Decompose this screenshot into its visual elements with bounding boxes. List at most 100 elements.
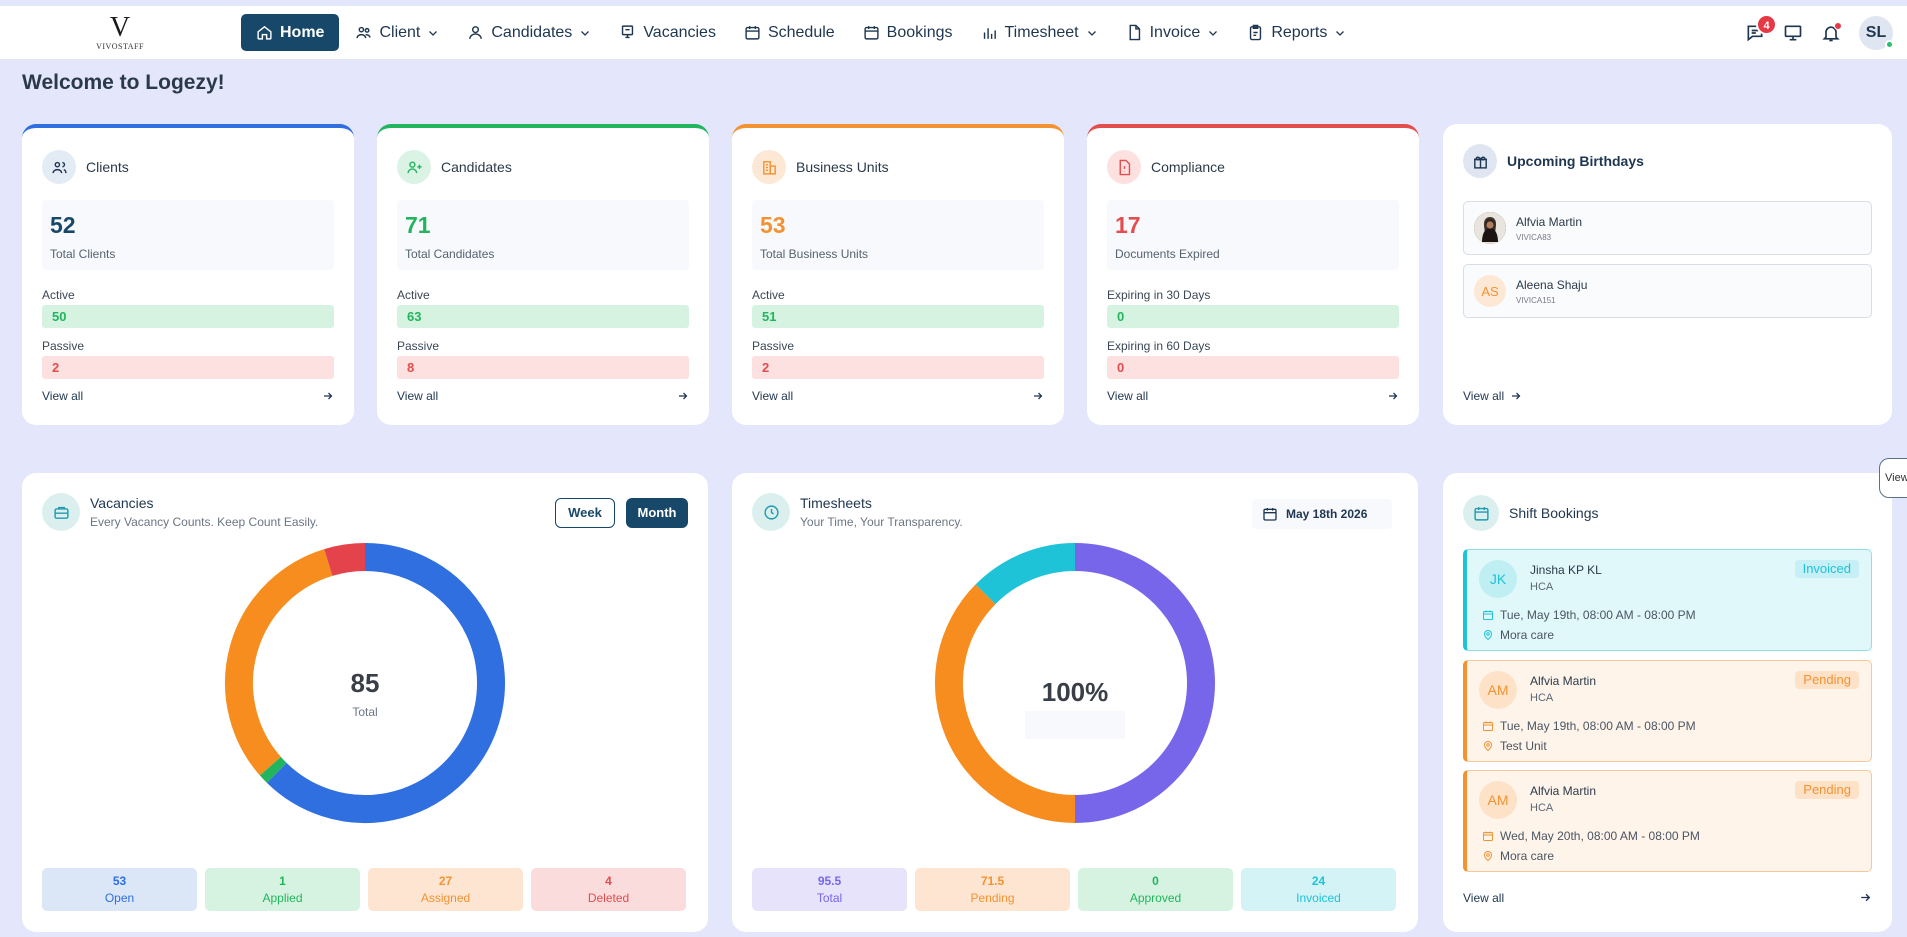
shift-datetime: Wed, May 20th, 08:00 AM - 08:00 PM (1482, 829, 1700, 843)
nav-client[interactable]: Client (343, 14, 451, 51)
user-avatar[interactable]: SL (1859, 16, 1894, 50)
header-actions: 4 SL (1745, 14, 1907, 50)
brand-logo[interactable]: V VIVOSTAFF (92, 14, 148, 54)
shift-location: Mora care (1482, 849, 1554, 863)
avatar-initials: SL (1865, 24, 1887, 41)
candidates-total-value: 71 (405, 212, 431, 238)
nav-candidates[interactable]: Candidates (455, 14, 603, 51)
month-toggle[interactable]: Month (626, 498, 688, 528)
donut-slice-total[interactable] (1074, 543, 1215, 823)
shift-icon-circle (1463, 495, 1499, 531)
chevron-down-icon (581, 30, 590, 36)
shift-item[interactable]: JK Jinsha KP KL HCA Invoiced Tue, May 19… (1463, 549, 1872, 651)
candidates-view-all[interactable]: View all (397, 389, 689, 403)
pill-deleted[interactable]: 4 Deleted (531, 868, 686, 911)
nav-timesheet[interactable]: Timesheet (969, 14, 1110, 51)
units-view-all[interactable]: View all (752, 389, 1044, 403)
timesheets-center-placeholder (1025, 711, 1125, 739)
donut-slice-assigned[interactable] (225, 549, 333, 776)
candidates-total-box: 71 Total Candidates (397, 200, 689, 270)
arrow-right-icon (1389, 392, 1398, 400)
nav-candidates-label: Candidates (491, 23, 573, 41)
pill-open-value: 53 (112, 874, 127, 888)
timesheets-title: Timesheets (800, 495, 872, 511)
clients-active-label: Active (42, 288, 75, 302)
pill-approved[interactable]: 0 Approved (1078, 868, 1233, 911)
nav-invoice[interactable]: Invoice (1114, 14, 1232, 51)
location-pin-icon (1483, 741, 1493, 752)
pill-invoiced-value: 24 (1311, 874, 1326, 888)
shift-view-all[interactable]: View all (1463, 891, 1872, 905)
donut-slice-deleted[interactable] (324, 543, 366, 576)
birthdays-view-all-label: View all (1463, 389, 1505, 403)
nav-home[interactable]: Home (241, 14, 340, 51)
clients-passive-label: Passive (42, 339, 85, 353)
calendar-icon (1473, 506, 1489, 521)
shift-status-badge: Pending (1795, 671, 1859, 689)
nav-bookings[interactable]: Bookings (851, 14, 965, 51)
clients-view-all[interactable]: View all (42, 389, 334, 403)
nav-home-label: Home (280, 23, 325, 41)
chevron-down-icon (1209, 30, 1218, 36)
pill-open[interactable]: 53 Open (42, 868, 197, 911)
birthday-item[interactable]: AS Aleena Shaju VIVICA151 (1463, 264, 1872, 318)
pill-total-label: Total (816, 891, 843, 905)
pill-total[interactable]: 95.5 Total (752, 868, 907, 911)
compliance-30-label: Expiring in 30 Days (1107, 288, 1211, 302)
donut-slice-applied[interactable] (259, 756, 287, 783)
timesheets-date-picker[interactable]: May 18th 2026 (1252, 499, 1392, 529)
main-nav: Home Client Candidates Vacancies Schedul… (241, 14, 1358, 51)
shift-datetime: Tue, May 19th, 08:00 AM - 08:00 PM (1482, 608, 1696, 622)
birthday-name: Aleena Shaju (1516, 277, 1588, 292)
pill-pending[interactable]: 71.5 Pending (915, 868, 1070, 911)
birthdays-view-all[interactable]: View all (1463, 389, 1522, 403)
clock-icon (763, 504, 779, 520)
clients-total-label: Total Clients (50, 247, 116, 261)
user-plus-icon (406, 160, 422, 173)
shift-datetime-text: Wed, May 20th, 08:00 AM - 08:00 PM (1500, 829, 1700, 843)
compliance-view-all[interactable]: View all (1107, 389, 1399, 403)
messages-button[interactable]: 4 (1745, 14, 1777, 43)
shift-name: Alfvia Martin (1530, 784, 1597, 798)
birthday-item[interactable]: Alfvia Martin VIVICA83 (1463, 201, 1872, 255)
shift-location: Test Unit (1482, 739, 1547, 753)
donut-slice-open[interactable] (266, 543, 505, 823)
shift-item[interactable]: AM Alfvia Martin HCA Pending Wed, May 20… (1463, 770, 1872, 872)
users-icon (356, 26, 372, 39)
shift-item[interactable]: AM Alfvia Martin HCA Pending Tue, May 19… (1463, 660, 1872, 762)
side-view-tab[interactable]: View (1879, 458, 1907, 498)
clients-view-all-label: View all (42, 389, 84, 403)
shift-datetime: Tue, May 19th, 08:00 AM - 08:00 PM (1482, 719, 1696, 733)
pill-assigned[interactable]: 27 Assigned (368, 868, 523, 911)
donut-slice-invoiced[interactable] (975, 543, 1076, 605)
pill-applied-value: 1 (279, 874, 286, 888)
chevron-down-icon (1087, 30, 1096, 36)
shift-role: HCA (1530, 802, 1554, 814)
clipboard-icon (1250, 24, 1262, 41)
shift-name: Alfvia Martin (1530, 674, 1597, 688)
pill-pending-value: 71.5 (980, 874, 1005, 888)
pill-invoiced[interactable]: 24 Invoiced (1241, 868, 1396, 911)
notifications-button[interactable] (1821, 22, 1842, 43)
nav-vacancies[interactable]: Vacancies (607, 14, 728, 51)
timesheets-donut-chart: 100% (935, 543, 1215, 823)
user-icon (469, 26, 483, 39)
nav-schedule[interactable]: Schedule (732, 14, 847, 51)
units-total-value: 53 (760, 212, 786, 238)
nav-reports[interactable]: Reports (1235, 14, 1358, 51)
messages-badge: 4 (1756, 14, 1777, 35)
shift-avatar: AM (1479, 671, 1517, 709)
screen-button[interactable] (1783, 23, 1803, 43)
donut-slice-pending[interactable] (935, 584, 1076, 823)
candidates-passive-value: 8 (397, 356, 689, 379)
birthday-name: Alfvia Martin (1516, 214, 1583, 229)
units-passive-value: 2 (752, 356, 1044, 379)
week-toggle[interactable]: Week (555, 498, 615, 528)
shift-location-text: Mora care (1500, 849, 1555, 863)
birthday-code: VIVICA83 (1516, 232, 1552, 242)
clients-title: Clients (86, 159, 129, 175)
clients-icon-circle (42, 150, 76, 184)
units-icon-circle (752, 150, 786, 184)
clients-card: Clients 52 Total Clients Active 50 Passi… (22, 124, 354, 425)
pill-applied[interactable]: 1 Applied (205, 868, 360, 911)
